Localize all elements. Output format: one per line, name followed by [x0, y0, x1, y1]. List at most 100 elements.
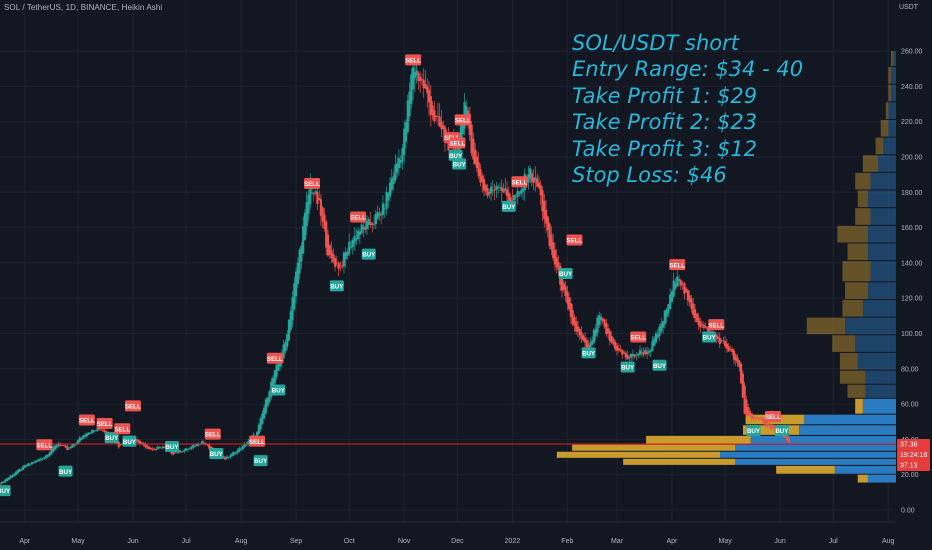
candle-body — [135, 439, 138, 441]
candle-body — [663, 310, 666, 325]
candle-body — [550, 234, 553, 250]
candle-body — [339, 265, 342, 267]
candle-body — [654, 333, 658, 343]
candle-body — [539, 185, 542, 196]
profile-bar-up — [799, 425, 896, 435]
candle-body — [36, 460, 39, 462]
candle-body — [307, 194, 310, 215]
buy-signal-badge — [329, 280, 344, 292]
candle-body — [489, 186, 493, 194]
candle-body — [144, 444, 147, 448]
candle-body — [255, 431, 259, 437]
profile-bar-down — [880, 119, 889, 137]
candle-body — [739, 363, 743, 384]
candle-body — [764, 421, 767, 425]
candle-body — [571, 310, 574, 325]
candle-body — [532, 177, 535, 183]
candle-body — [351, 239, 354, 248]
candle-body — [725, 343, 728, 349]
candle-body — [537, 182, 541, 188]
candle-body — [300, 246, 303, 262]
candle-body — [670, 291, 674, 302]
candle-body — [667, 304, 670, 314]
profile-bar-down — [857, 190, 868, 208]
candle-body — [188, 448, 191, 450]
candle-body — [371, 223, 374, 226]
time-axis: Apr May Jun Jul Aug Sep Oct Nov Dec 2022 Feb Mar Apr… — [0, 521, 896, 545]
profile-bar-up — [870, 261, 896, 282]
y-tick-label: 100.00 — [901, 331, 923, 338]
candle-body — [236, 449, 239, 453]
candle-body — [504, 188, 507, 191]
profile-bar-down — [623, 458, 736, 465]
candle-body — [603, 319, 606, 327]
candle-body — [16, 470, 19, 474]
candle-body — [521, 188, 525, 192]
sell-signal-label: SELL — [97, 421, 113, 428]
candle-body — [507, 192, 510, 202]
buy-signal-label: BUY — [449, 153, 463, 160]
candle-body — [621, 350, 624, 355]
candle-body — [238, 448, 241, 452]
profile-bar-down — [847, 243, 868, 261]
candle-body — [2, 481, 5, 483]
buy-signal-label: BUY — [502, 204, 516, 211]
candle-body — [305, 202, 308, 227]
candle-body — [76, 439, 80, 444]
candle-body — [99, 429, 103, 431]
candle-body — [312, 192, 315, 195]
candle-body — [497, 187, 500, 189]
candle-body — [685, 288, 688, 293]
candle-body — [232, 451, 236, 455]
candle-body — [192, 444, 195, 448]
trade-annotation: SOL/USDT short Entry Range: $34 - 40 Tak… — [572, 30, 803, 188]
candle-body — [137, 439, 140, 443]
buy-signal-badge — [620, 361, 635, 373]
candle-body — [591, 340, 594, 345]
profile-bar-down — [857, 474, 868, 483]
candle-body — [394, 164, 397, 181]
candle-body — [530, 173, 533, 183]
candle-body — [9, 475, 12, 479]
candle-body — [592, 329, 596, 343]
candle-body — [548, 223, 551, 246]
candle-body — [316, 192, 319, 204]
candle-body — [706, 326, 709, 330]
sell-signal-label: SELL — [350, 215, 366, 222]
candle-body — [273, 370, 276, 384]
profile-bar-up — [845, 317, 896, 335]
candle-body — [408, 91, 411, 117]
sell-signal-label: SELL — [114, 426, 130, 433]
candle-body — [59, 444, 62, 446]
candle-body — [715, 335, 718, 339]
candle-body — [509, 197, 512, 203]
candle-body — [41, 458, 44, 460]
sell-signal-badge — [36, 439, 53, 451]
candle-body — [658, 326, 661, 337]
sell-signal-badge — [114, 423, 131, 435]
candle-body — [633, 354, 636, 357]
y-tick-label: 80.00 — [901, 366, 919, 373]
candle-body — [330, 249, 333, 259]
candle-body — [644, 349, 647, 354]
candle-body — [325, 221, 328, 248]
candle-body — [426, 86, 429, 94]
candle-body — [404, 122, 408, 142]
candle-body — [420, 78, 424, 81]
buy-signal-label: BUY — [0, 488, 11, 495]
profile-bar-down — [806, 317, 845, 335]
candle-body — [261, 413, 264, 424]
profile-bar-up — [893, 51, 896, 66]
profile-bar-up — [888, 102, 896, 119]
candle-body — [475, 156, 479, 169]
sell-signal-label: SELL — [405, 58, 421, 65]
candle-body — [0, 483, 2, 485]
profile-bar-up — [867, 282, 896, 299]
profile-bar-down — [837, 225, 868, 243]
candle-body — [69, 446, 73, 448]
x-tick-label: Jul — [829, 538, 838, 545]
candle-body — [94, 430, 97, 432]
candle-body — [786, 436, 789, 441]
candle-body — [245, 443, 248, 446]
